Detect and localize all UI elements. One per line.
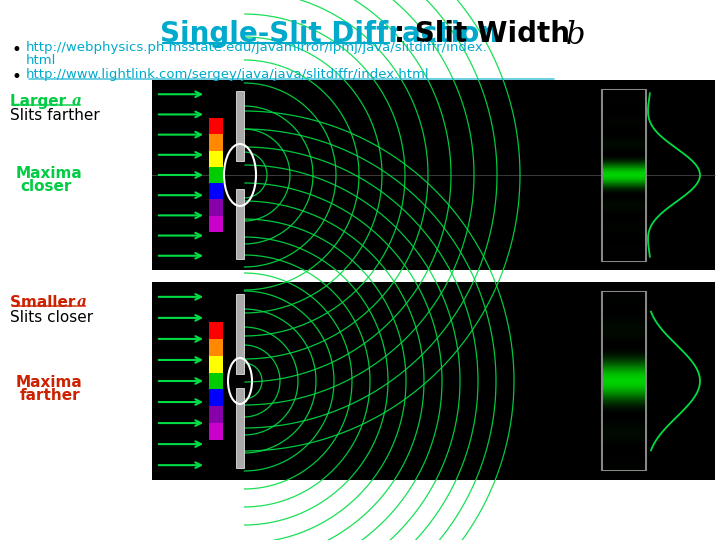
Bar: [236, 294, 244, 374]
Bar: [209, 118, 223, 134]
Text: html: html: [26, 54, 56, 67]
Bar: [209, 339, 223, 355]
Bar: [209, 373, 223, 389]
Text: http://www.lightlink.com/sergey/java/java/slitdiffr/index.html: http://www.lightlink.com/sergey/java/jav…: [26, 68, 430, 81]
Text: b: b: [566, 20, 585, 51]
Text: •: •: [12, 68, 22, 86]
Bar: [209, 355, 223, 373]
Bar: [209, 199, 223, 215]
Bar: [209, 407, 223, 423]
Bar: [236, 91, 244, 161]
Bar: [209, 134, 223, 151]
Bar: [236, 388, 244, 468]
Bar: [209, 322, 223, 339]
Text: http://webphysics.ph.msstate.edu/javamirror/ipmj/java/slitdiffr/index.: http://webphysics.ph.msstate.edu/javamir…: [26, 41, 488, 54]
Text: Smaller: Smaller: [10, 295, 81, 310]
Bar: [209, 151, 223, 167]
Text: a: a: [77, 295, 87, 309]
Text: : Slit Width: : Slit Width: [394, 20, 580, 48]
Text: closer: closer: [20, 179, 71, 194]
Bar: [209, 183, 223, 199]
Bar: [602, 90, 646, 260]
Bar: [152, 80, 715, 270]
Bar: [209, 423, 223, 441]
Bar: [209, 215, 223, 232]
Text: a: a: [72, 94, 82, 108]
Bar: [209, 389, 223, 407]
Bar: [236, 189, 244, 259]
Text: •: •: [12, 41, 22, 59]
Bar: [152, 282, 715, 480]
Text: farther: farther: [20, 388, 81, 403]
Bar: [209, 167, 223, 183]
Text: Single-Slit Diffraction: Single-Slit Diffraction: [160, 20, 499, 48]
Text: Maxima: Maxima: [16, 375, 83, 390]
Text: Slits closer: Slits closer: [10, 310, 93, 325]
Text: Slits farther: Slits farther: [10, 108, 100, 123]
Text: Larger: Larger: [10, 94, 71, 109]
Bar: [602, 292, 646, 470]
Text: Maxima: Maxima: [16, 166, 83, 181]
